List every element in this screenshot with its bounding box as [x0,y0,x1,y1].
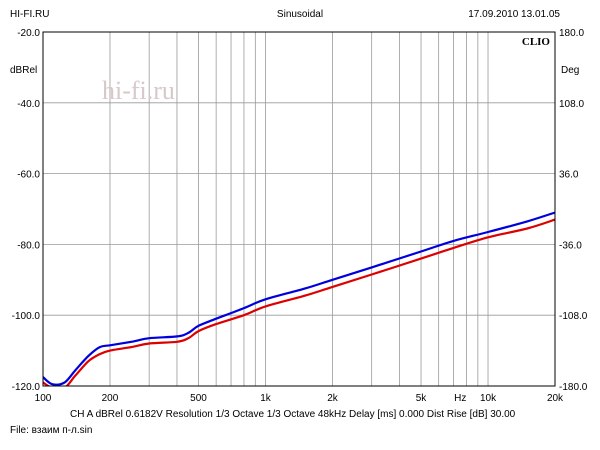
y-tick-label-left: -80.0 [17,240,40,251]
y-tick-label-right: -36.0 [559,240,582,251]
y-tick-label-right: 180.0 [559,28,584,39]
brand-label: CLIO [522,36,551,48]
y-tick-label-left: -20.0 [17,28,40,39]
y-tick-label-right: 36.0 [559,170,579,181]
x-tick-label: Hz [454,393,466,404]
timestamp: 17.09.2010 13.01.05 [468,9,560,20]
file-name: File: взаим п-л.sin [10,425,93,436]
series-line-red [43,218,555,386]
y-tick-label-right: -108.0 [559,311,588,322]
x-tick-label: 5k [416,393,428,404]
x-tick-label: 1k [260,393,272,404]
watermark: hi-fi.ru [102,76,175,105]
series-line-blue [43,211,555,386]
measurement-settings: CH A dBRel 0.6182V Resolution 1/3 Octave… [70,409,516,420]
axis-ticks: 100 200 500 1k 2k 5k Hz 10k 20k -20.0 -40.0 -60.0 -8… [12,28,588,404]
x-tick-label: 2k [327,393,339,404]
y-tick-label-left: -40.0 [17,99,40,110]
x-tick-label: 500 [190,393,207,404]
y-tick-label-left: -60.0 [17,170,40,181]
curves [43,211,555,386]
header-left-label: HI-FI.RU [10,9,50,20]
x-tick-label: 100 [35,393,52,404]
y-tick-label-right: -180.0 [559,382,588,393]
y-tick-label-left: -100.0 [12,311,41,322]
x-tick-label: 10k [480,393,497,404]
x-tick-label: 20k [547,393,564,404]
y-tick-label-left: -120.0 [12,382,41,393]
x-tick-label: 200 [102,393,119,404]
y-axis-left-label: dBRel [10,65,37,76]
y-axis-right-label: Deg [561,65,579,76]
chart-title: Sinusoidal [276,9,324,20]
y-tick-label-right: 108.0 [559,99,584,110]
plot-frame [42,31,556,387]
